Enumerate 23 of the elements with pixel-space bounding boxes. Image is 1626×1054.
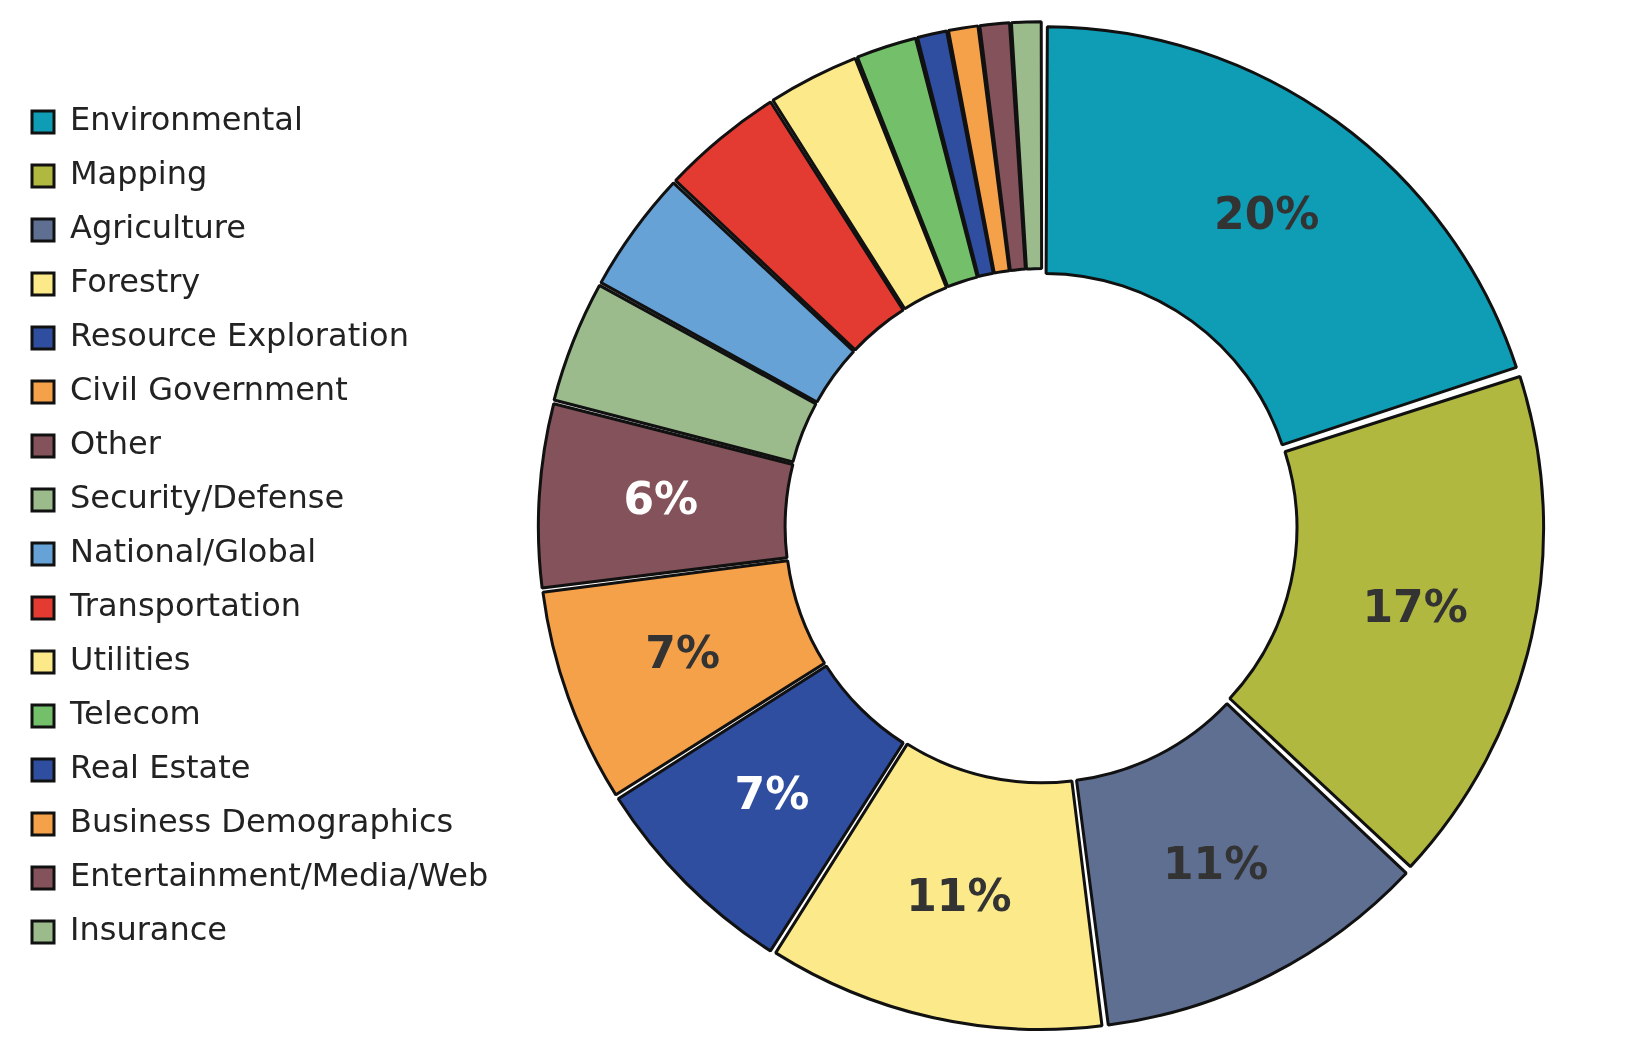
legend-label: Security/Defense <box>70 478 345 517</box>
data-label: 20% <box>1214 188 1320 240</box>
legend-label: Business Demographics <box>70 802 454 841</box>
legend-label: Utilities <box>70 640 191 679</box>
legend-label: Mapping <box>70 154 208 193</box>
legend-label: Forestry <box>70 262 201 301</box>
legend-label: Other <box>70 424 162 463</box>
legend-label: Civil Government <box>70 370 348 409</box>
data-label: 11% <box>1162 837 1269 889</box>
legend-label: National/Global <box>70 532 317 571</box>
data-label: 17% <box>1362 580 1468 632</box>
legend-label: Agriculture <box>70 208 246 247</box>
data-label: 7% <box>734 767 810 819</box>
data-label: 7% <box>645 626 720 678</box>
legend-label: Insurance <box>70 910 227 949</box>
legend-label: Entertainment/Media/Web <box>70 856 489 895</box>
legend-label: Environmental <box>70 100 303 139</box>
legend-label: Resource Exploration <box>70 316 409 355</box>
legend-label: Telecom <box>69 694 201 733</box>
data-label: 6% <box>623 473 699 525</box>
data-label: 11% <box>906 870 1012 922</box>
legend-label: Real Estate <box>70 748 251 787</box>
legend-label: Transportation <box>69 586 302 625</box>
